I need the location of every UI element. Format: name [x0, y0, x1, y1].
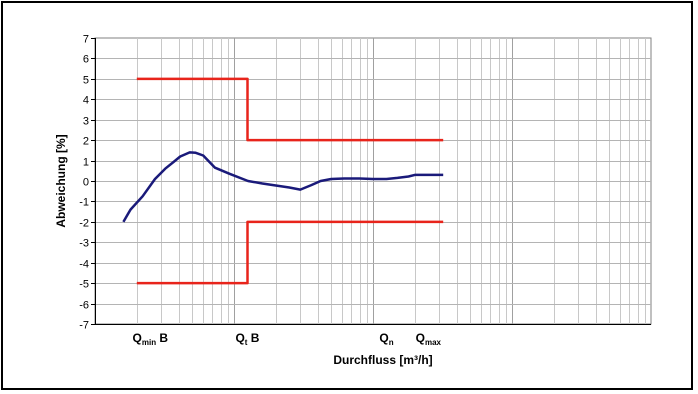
y-tick-label: 0	[83, 177, 89, 189]
deviation-chart: -7 -6 -5 -4 -3 -2 -1 0 1 2 3 4 5 6 7 Qmin B Qt B Qn Qmax Du…	[54, 34, 652, 367]
y-tick-label: -3	[79, 238, 89, 250]
x-category-label: Qmin B	[133, 331, 169, 347]
chart-frame: -7 -6 -5 -4 -3 -2 -1 0 1 2 3 4 5 6 7 Qmin B Qt B Qn Qmax Du…	[1, 1, 693, 390]
y-tick-label: 2	[83, 136, 89, 148]
x-category-label: Qt B	[235, 331, 259, 347]
y-tick-label: -1	[79, 197, 89, 209]
y-tick-label: 6	[83, 54, 89, 66]
y-tick-label: -6	[79, 300, 89, 312]
y-tick-label: -2	[79, 218, 89, 230]
y-tick-label: 5	[83, 75, 89, 87]
y-tick-label: 7	[83, 34, 89, 46]
y-tick-label: -5	[79, 279, 89, 291]
y-tick-label: 3	[83, 116, 89, 128]
upper-limit-line	[136, 77, 444, 142]
y-tick-label: -7	[79, 320, 89, 332]
x-category-label: Qn	[379, 331, 393, 347]
deviation-curve	[122, 151, 444, 223]
y-axis-title: Abweichung [%]	[54, 134, 68, 227]
y-tick-label: 1	[83, 157, 89, 169]
y-tick-label: 4	[83, 95, 89, 107]
x-category-label: Qmax	[416, 331, 442, 347]
y-tick-label: -4	[79, 259, 89, 271]
lower-limit-line	[136, 220, 444, 285]
x-axis-title: Durchfluss [m³/h]	[333, 353, 432, 367]
